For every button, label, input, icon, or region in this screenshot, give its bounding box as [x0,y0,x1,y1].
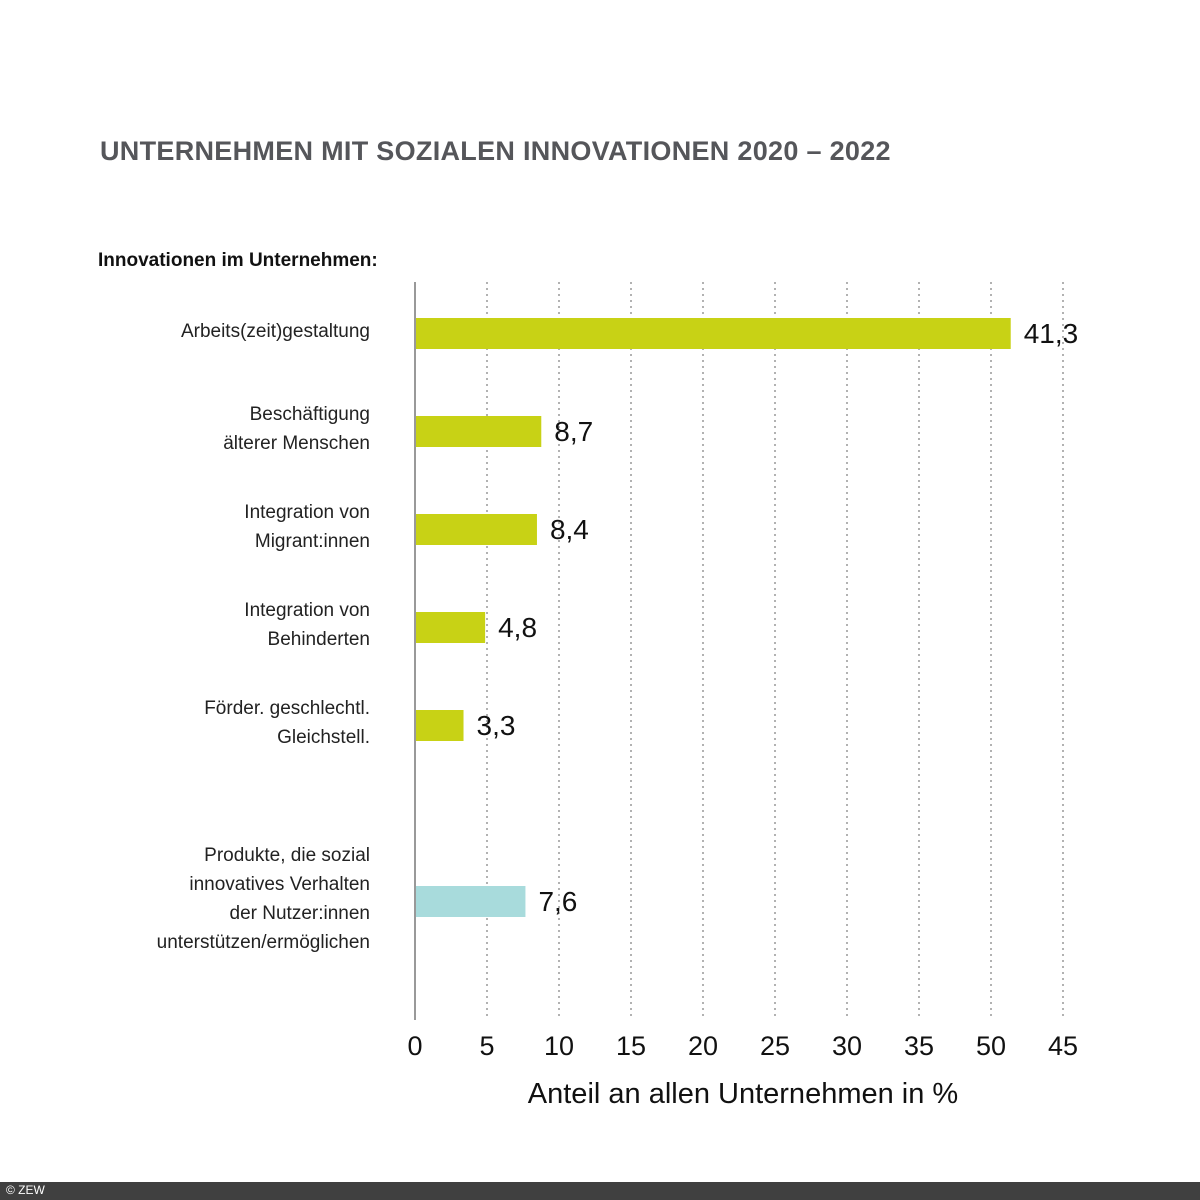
x-tick-label: 45 [1048,1031,1078,1061]
category-label-line: Förder. geschlechtl. [204,698,370,719]
data-label: 3,3 [477,710,516,741]
x-tick-label: 25 [760,1031,790,1061]
copyright: © ZEW [6,1183,45,1197]
chart-title: UNTERNEHMEN MIT SOZIALEN INNOVATIONEN 20… [100,136,891,166]
x-tick-label: 0 [407,1031,422,1061]
category-label-line: unterstützen/ermöglichen [156,932,370,953]
category-label: Integration von Behinderten [244,596,370,654]
category-label: Integration von Migrant:innen [244,498,370,556]
bar [416,710,464,741]
category-label: Beschäftigung älterer Menschen [223,400,370,458]
category-label-line: der Nutzer:innen [229,903,370,924]
data-label: 7,6 [538,886,577,917]
x-axis-label: Anteil an allen Unternehmen in % [528,1078,958,1110]
footer-bar: © ZEW [0,1182,1200,1200]
bar [416,514,537,545]
category-label-line: Integration von [244,502,370,523]
category-label-line: Arbeits(zeit)gestaltung [180,320,370,342]
x-tick-label: 20 [688,1031,718,1061]
bar [416,886,526,917]
x-tick-label: 30 [832,1031,862,1061]
chart-subtitle: Innovationen im Unternehmen: [98,250,378,271]
data-label: 41,3 [1024,318,1079,349]
x-tick-label: 10 [544,1031,574,1061]
category-label-line: Beschäftigung [249,404,370,425]
category-label-line: älterer Menschen [223,433,370,454]
x-tick-label: 5 [479,1031,494,1061]
x-tick-label: 50 [976,1031,1006,1061]
category-label: Produkte, die sozial innovatives Verhalte… [157,841,370,957]
bar [416,416,542,447]
category-label-line: innovatives Verhalten [189,874,370,895]
category-label-line: Migrant:innen [254,531,370,552]
category-label: Arbeits(zeit)gestaltung [181,317,370,346]
x-tick-label: 35 [904,1031,934,1061]
bar [416,612,486,643]
bar [416,318,1011,349]
x-tick-label: 15 [616,1031,646,1061]
data-label: 8,4 [550,514,589,545]
category-label: Förder. geschlechtl. Gleichstell. [204,694,370,752]
category-label-line: Integration von [244,600,370,621]
data-label: 4,8 [498,612,537,643]
category-label-line: Gleichstell. [277,727,370,748]
category-label-line: Behinderten [267,629,370,650]
data-label: 8,7 [554,416,593,447]
category-label-line: Produkte, die sozial [204,845,370,866]
